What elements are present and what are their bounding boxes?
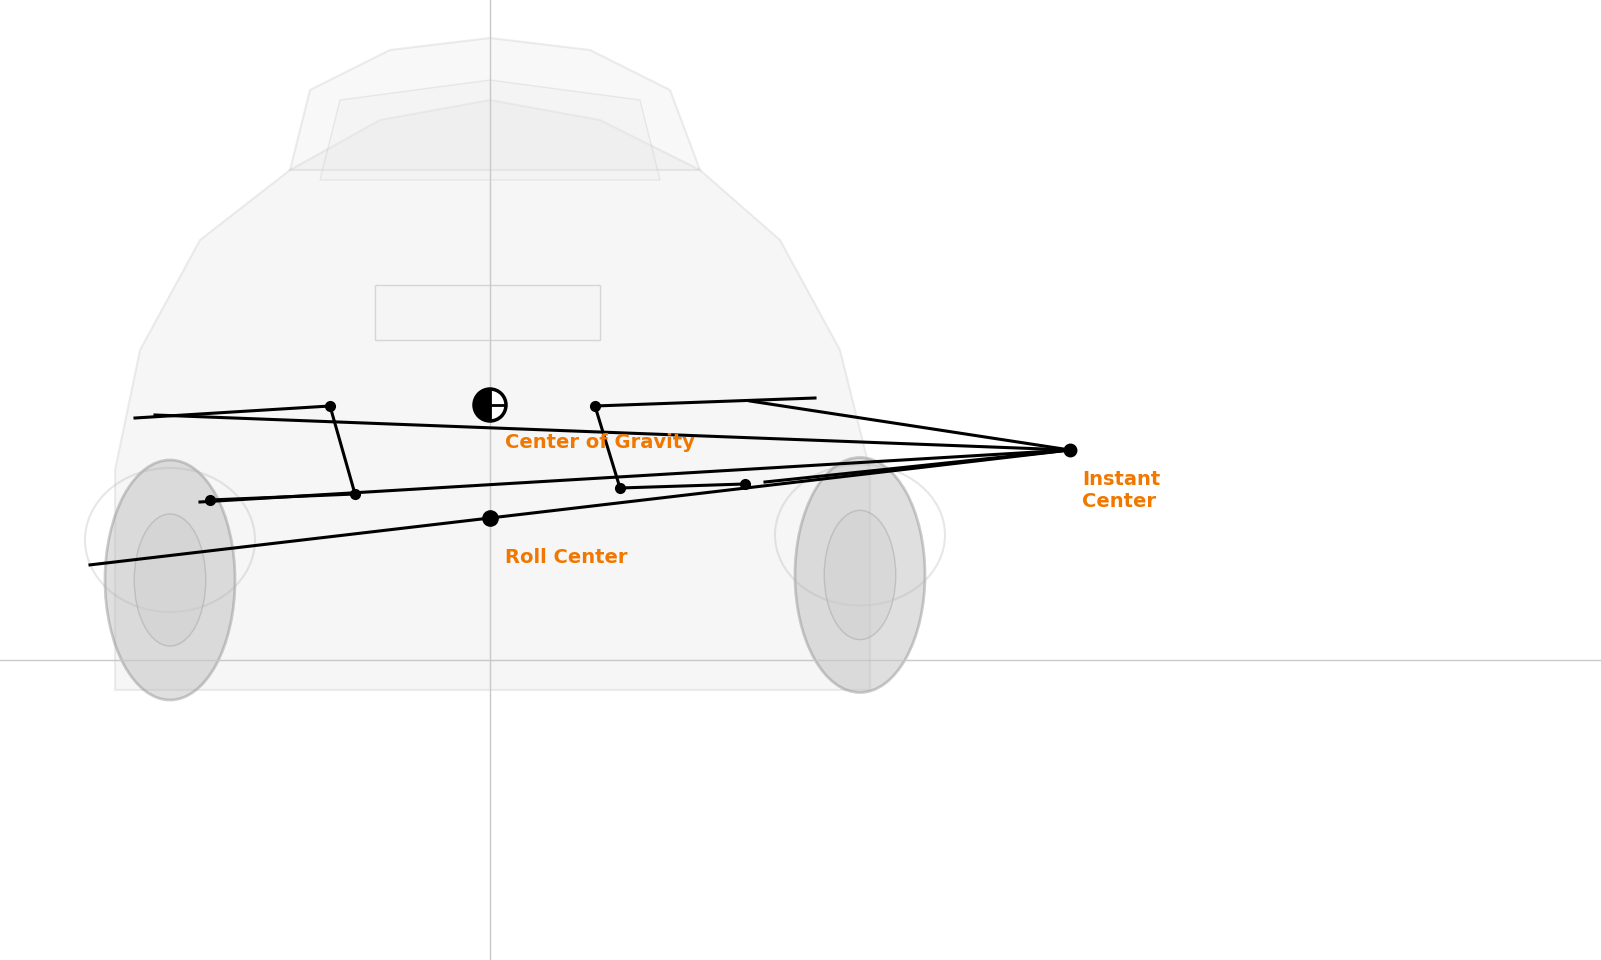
Ellipse shape xyxy=(106,460,235,700)
Polygon shape xyxy=(474,389,490,421)
Polygon shape xyxy=(115,100,869,690)
Text: Center of Gravity: Center of Gravity xyxy=(504,433,695,452)
Polygon shape xyxy=(320,80,660,180)
Text: Roll Center: Roll Center xyxy=(504,548,628,567)
Ellipse shape xyxy=(134,514,207,646)
Polygon shape xyxy=(290,38,700,170)
Ellipse shape xyxy=(825,511,895,639)
Ellipse shape xyxy=(796,458,925,692)
Circle shape xyxy=(474,389,506,421)
Text: Instant
Center: Instant Center xyxy=(1082,470,1161,511)
Polygon shape xyxy=(375,285,600,340)
